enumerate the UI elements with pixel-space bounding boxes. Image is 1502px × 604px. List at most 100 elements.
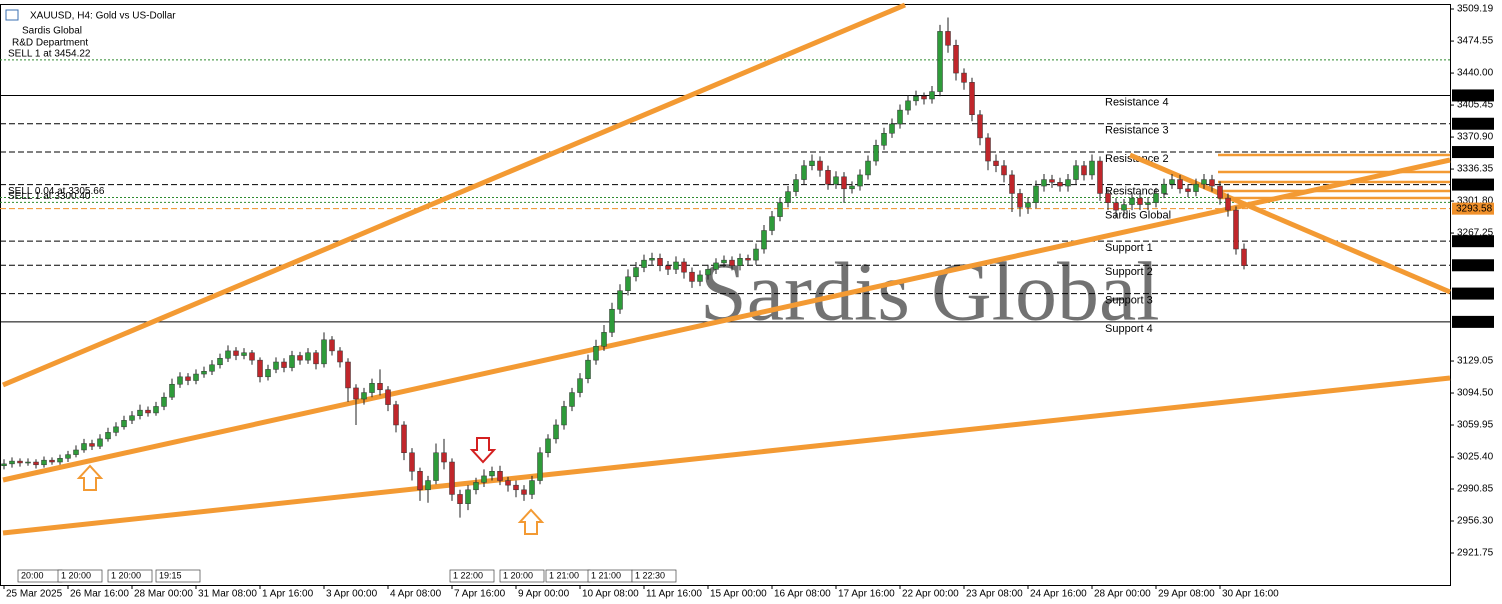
x-tick-label: 3 Apr 00:00 <box>326 589 378 600</box>
candle-body <box>689 271 695 282</box>
candle-body <box>177 376 183 385</box>
candle-body <box>969 82 975 115</box>
candle-body <box>1025 202 1031 208</box>
candle-body <box>489 471 495 477</box>
time-marker: 1 21:00 <box>549 570 579 580</box>
level-name: Support 4 <box>1105 323 1153 335</box>
buy-arrow <box>76 464 104 491</box>
candle-body <box>385 389 391 405</box>
time-axis <box>0 586 1451 604</box>
candle-body <box>1 463 7 466</box>
candle-body <box>305 352 311 361</box>
time-marker-box <box>499 569 545 583</box>
candle-body <box>945 31 951 46</box>
candle-body <box>417 471 423 491</box>
candle-body <box>1001 165 1007 176</box>
candle-body <box>1033 185 1039 203</box>
sell-arrow <box>469 437 497 464</box>
candle-body <box>1233 209 1239 250</box>
candle-body <box>1169 179 1175 185</box>
price-tag <box>1452 146 1494 159</box>
y-tick-label: 3440.00 <box>1457 68 1494 79</box>
time-marker: 1 22:00 <box>453 570 483 580</box>
candle-body <box>1105 193 1111 203</box>
time-marker: 19:15 <box>159 570 182 580</box>
price-tag-label: 3354.71 <box>1456 147 1493 158</box>
candle-body <box>577 378 583 393</box>
candle-body <box>393 404 399 426</box>
candle-body <box>681 261 687 273</box>
candle-body <box>1009 174 1015 194</box>
candle-body <box>865 160 871 176</box>
y-tick-label: 3267.25 <box>1457 228 1494 239</box>
candle-body <box>49 459 55 463</box>
price-tag-label: 3201.88 <box>1456 288 1493 299</box>
candle-body <box>657 258 663 266</box>
candle-body <box>353 387 359 400</box>
candle-body <box>641 259 647 268</box>
candle-body <box>233 350 239 356</box>
candle-body <box>449 461 455 495</box>
trendlines <box>2 2 1451 536</box>
candle-body <box>241 352 247 356</box>
candle-body <box>561 406 567 426</box>
candle-body <box>1129 197 1135 205</box>
time-marker-box <box>449 569 495 583</box>
x-tick-label: 31 Mar 08:00 <box>198 589 257 600</box>
x-tick-label: 1 Apr 16:00 <box>262 589 314 600</box>
x-tick-label: 25 Mar 2025 <box>6 589 63 600</box>
candle-body <box>889 123 895 134</box>
candle-body <box>857 174 863 187</box>
time-marker: 20:00 <box>21 570 44 580</box>
candle-body <box>921 95 927 100</box>
candle-body <box>1049 179 1055 183</box>
watermark: Sardis Global <box>700 245 1160 338</box>
candle-body <box>137 409 143 416</box>
candle-body <box>161 396 167 407</box>
time-marker-box <box>107 569 153 583</box>
candle-body <box>617 290 623 310</box>
candle-body <box>1145 202 1151 205</box>
candle-body <box>1113 202 1119 211</box>
candle-body <box>337 350 343 363</box>
candle-body <box>785 191 791 203</box>
candle-body <box>81 443 87 451</box>
candle-body <box>1081 165 1087 176</box>
candle-body <box>841 176 847 190</box>
candle-body <box>73 449 79 455</box>
candle-body <box>537 452 543 481</box>
candle-body <box>569 392 575 407</box>
x-tick-label: 23 Apr 08:00 <box>966 589 1023 600</box>
arrows <box>76 437 545 535</box>
candle-body <box>1193 183 1199 192</box>
candle-body <box>113 426 119 433</box>
candle-body <box>153 406 159 414</box>
order-label: SELL 1 at 3300.40 <box>8 191 91 202</box>
price-tag <box>1452 117 1494 130</box>
candle-body <box>705 269 711 276</box>
x-tick-label: 9 Apr 00:00 <box>518 589 570 600</box>
price-tag-label: 3319.59 <box>1456 179 1493 190</box>
candle-body <box>753 248 759 261</box>
y-tick-label: 2956.30 <box>1457 516 1494 527</box>
x-tick-label: 28 Apr 00:00 <box>1094 589 1151 600</box>
x-tick-label: 30 Apr 16:00 <box>1222 589 1279 600</box>
candle-body <box>89 443 95 447</box>
candle-body <box>777 202 783 217</box>
x-tick-label: 28 Mar 00:00 <box>134 589 193 600</box>
candle-body <box>1097 160 1103 194</box>
candle-body <box>377 383 383 391</box>
level-name: Support 2 <box>1105 266 1153 278</box>
candle-body <box>105 432 111 440</box>
candle-body <box>457 494 463 504</box>
candle-body <box>729 259 735 266</box>
candle-body <box>225 350 231 359</box>
candle-body <box>937 31 943 92</box>
candle-body <box>801 165 807 180</box>
candle-body <box>1137 197 1143 205</box>
candle-body <box>1121 204 1127 211</box>
candle-body <box>593 346 599 361</box>
candle-body <box>553 424 559 440</box>
candle-body <box>929 91 935 100</box>
